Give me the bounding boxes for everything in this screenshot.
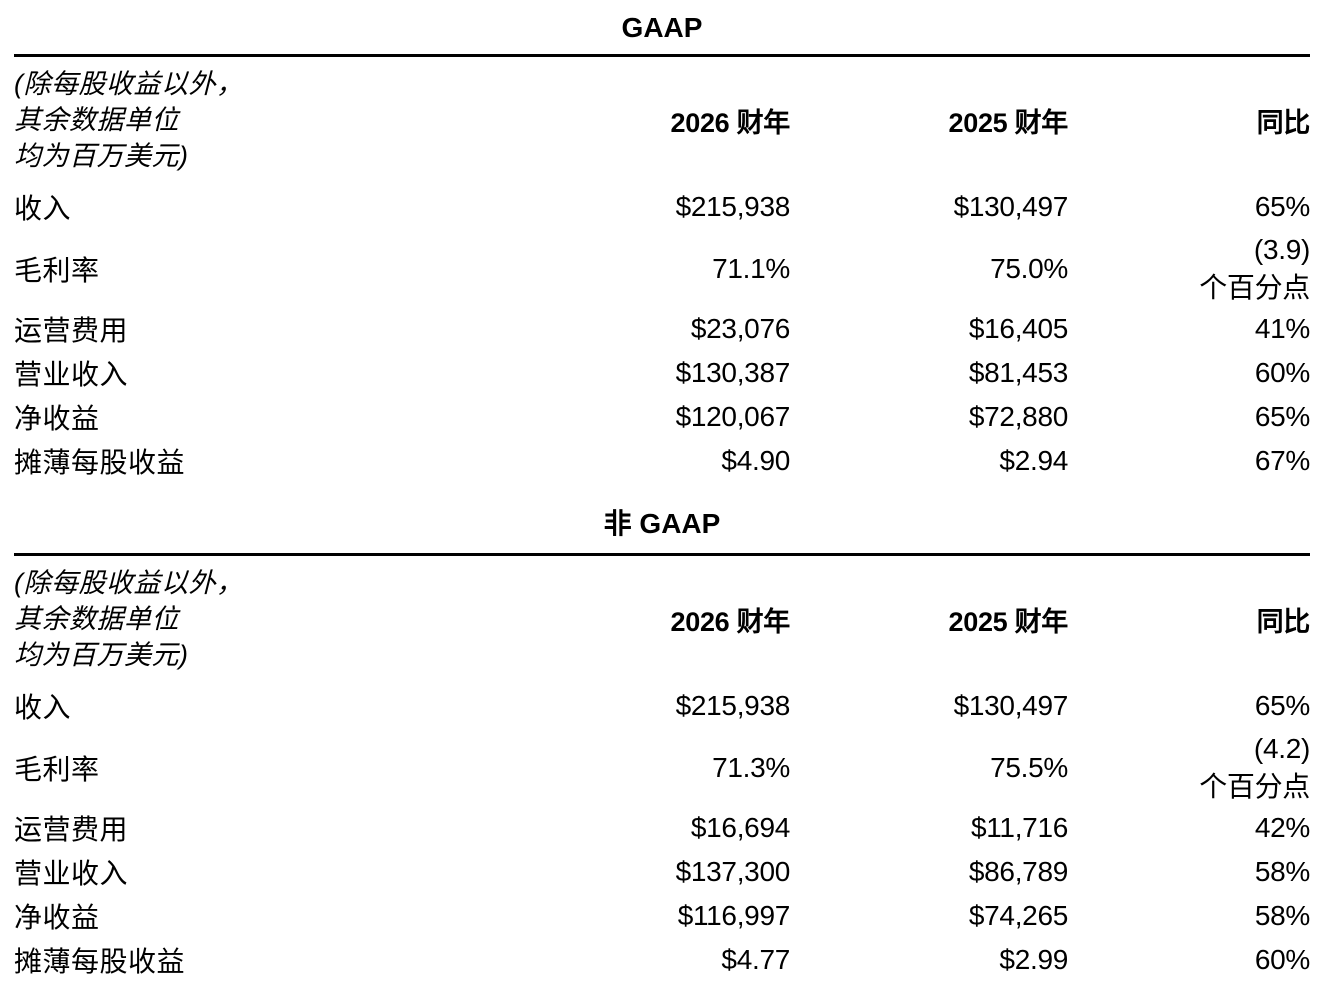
value-fy2025: $86,789 (968, 856, 1068, 887)
row-gross-margin: 毛利率 71.1% 75.0% (3.9) 个百分点 (14, 231, 1310, 307)
units-note: (除每股收益以外， 其余数据单位 均为百万美元) (14, 565, 550, 673)
row-label: 运营费用 (14, 814, 129, 845)
value-fy2026: 71.1% (712, 253, 790, 284)
units-note-line: 均为百万美元) (14, 640, 189, 670)
row-operating-expenses: 运营费用 $16,694 $11,716 42% (14, 806, 1310, 850)
value-fy2026: $137,300 (675, 856, 791, 887)
value-fy2025: 75.5% (990, 752, 1068, 783)
gaap-table: (除每股收益以外， 其余数据单位 均为百万美元) 2026 财年 2025 财年… (14, 54, 1310, 483)
row-label: 营业收入 (14, 858, 129, 889)
value-yoy-suffix: 个百分点 (1199, 272, 1310, 303)
row-revenue: 收入 $215,938 $130,497 65% (14, 682, 1310, 730)
value-yoy-number: (4.2) (1253, 733, 1310, 764)
row-label: 净收益 (14, 403, 100, 434)
value-fy2025: $130,497 (953, 690, 1069, 721)
row-label: 摊薄每股收益 (14, 447, 186, 478)
value-fy2026: $116,997 (677, 900, 791, 931)
row-label: 毛利率 (14, 255, 100, 286)
row-operating-income: 营业收入 $130,387 $81,453 60% (14, 351, 1310, 395)
value-yoy-suffix: 个百分点 (1199, 771, 1310, 802)
row-net-income: 净收益 $120,067 $72,880 65% (14, 395, 1310, 439)
value-yoy: 41% (1254, 313, 1310, 344)
value-yoy: 67% (1254, 445, 1310, 476)
non-gaap-section: 非 GAAP (除每股收益以外， 其余数据单位 均为百万美元) 2026 财年 … (14, 483, 1310, 982)
value-yoy: (4.2) 个百分点 (1068, 730, 1310, 806)
row-label: 运营费用 (14, 315, 129, 346)
value-yoy-number: (3.9) (1253, 234, 1310, 265)
value-fy2026: $120,067 (675, 401, 791, 432)
row-operating-income: 营业收入 $137,300 $86,789 58% (14, 850, 1310, 894)
value-fy2026: $215,938 (675, 191, 791, 222)
value-yoy: 58% (1254, 856, 1310, 887)
section-title: GAAP (621, 12, 703, 43)
value-fy2025: $2.94 (999, 445, 1068, 476)
value-fy2026: 71.3% (712, 752, 790, 783)
value-yoy: 60% (1254, 357, 1310, 388)
value-fy2025: $74,265 (968, 900, 1068, 931)
row-label: 毛利率 (14, 754, 100, 785)
row-gross-margin: 毛利率 71.3% 75.5% (4.2) 个百分点 (14, 730, 1310, 806)
row-net-income: 净收益 $116,997 $74,265 58% (14, 894, 1310, 938)
value-yoy: 60% (1254, 944, 1310, 975)
value-yoy: (3.9) 个百分点 (1068, 231, 1310, 307)
value-fy2026: $4.90 (721, 445, 790, 476)
value-fy2026: $4.77 (721, 944, 790, 975)
value-fy2025: $72,880 (968, 401, 1068, 432)
column-header-fy2026: 2026 财年 (670, 606, 791, 637)
units-note-line: (除每股收益以外， (14, 69, 244, 99)
column-header-fy2026: 2026 财年 (670, 107, 791, 138)
row-label: 收入 (14, 692, 72, 723)
value-fy2026: $16,694 (690, 812, 790, 843)
value-fy2026: $23,076 (690, 313, 790, 344)
column-header-yoy: 同比 (1256, 606, 1311, 637)
units-note: (除每股收益以外， 其余数据单位 均为百万美元) (14, 66, 550, 174)
table-header-row: (除每股收益以外， 其余数据单位 均为百万美元) 2026 财年 2025 财年… (14, 57, 1310, 183)
gaap-section: GAAP (除每股收益以外， 其余数据单位 均为百万美元) 2026 财年 20… (14, 0, 1310, 483)
value-fy2025: $81,453 (968, 357, 1068, 388)
value-yoy: 65% (1254, 191, 1310, 222)
units-note-line: (除每股收益以外， (14, 568, 244, 598)
units-note-line: 其余数据单位 (14, 604, 179, 634)
row-label: 摊薄每股收益 (14, 946, 186, 977)
value-fy2026: $215,938 (675, 690, 791, 721)
value-fy2025: $2.99 (999, 944, 1068, 975)
table-header-row: (除每股收益以外， 其余数据单位 均为百万美元) 2026 财年 2025 财年… (14, 556, 1310, 682)
column-header-fy2025: 2025 财年 (948, 107, 1069, 138)
section-title: 非 GAAP (603, 508, 721, 539)
row-diluted-eps: 摊薄每股收益 $4.90 $2.94 67% (14, 439, 1310, 483)
value-yoy: 58% (1254, 900, 1310, 931)
column-header-fy2025: 2025 财年 (948, 606, 1069, 637)
row-revenue: 收入 $215,938 $130,497 65% (14, 183, 1310, 231)
row-label: 净收益 (14, 902, 100, 933)
value-yoy: 65% (1254, 401, 1310, 432)
value-yoy: 65% (1254, 690, 1310, 721)
value-fy2025: $130,497 (953, 191, 1069, 222)
units-note-line: 均为百万美元) (14, 141, 189, 171)
units-note-line: 其余数据单位 (14, 105, 179, 135)
value-fy2025: 75.0% (990, 253, 1068, 284)
column-header-yoy: 同比 (1256, 107, 1311, 138)
value-fy2025: $11,716 (970, 812, 1068, 843)
row-operating-expenses: 运营费用 $23,076 $16,405 41% (14, 307, 1310, 351)
value-fy2026: $130,387 (675, 357, 791, 388)
row-diluted-eps: 摊薄每股收益 $4.77 $2.99 60% (14, 938, 1310, 982)
non-gaap-table: (除每股收益以外， 其余数据单位 均为百万美元) 2026 财年 2025 财年… (14, 553, 1310, 982)
row-label: 收入 (14, 193, 72, 224)
row-label: 营业收入 (14, 359, 129, 390)
value-yoy: 42% (1254, 812, 1310, 843)
value-fy2025: $16,405 (968, 313, 1068, 344)
